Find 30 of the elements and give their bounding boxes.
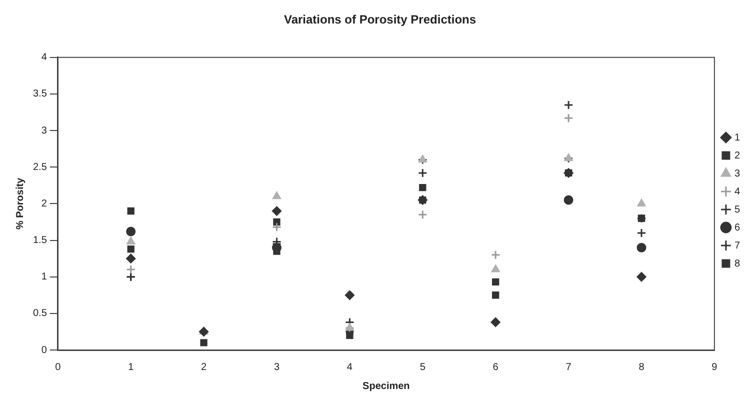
y-tick-label: 3 [41,125,48,136]
y-axis-title: % Porosity [14,177,26,230]
legend-label: 3 [734,168,740,180]
y-tick-label: 4 [41,52,48,64]
x-tick-label: 9 [712,362,718,373]
legend-label: 2 [734,150,740,162]
x-tick-label: 1 [128,362,134,373]
legend-label: 4 [734,186,740,198]
y-tick-label: 2 [41,198,48,210]
legend-label: 5 [734,204,740,216]
legend-label: 1 [734,132,740,144]
y-tick-label: 1.5 [32,235,48,246]
x-tick-label: 0 [55,362,62,373]
x-tick-label: 3 [274,362,280,373]
y-tick-label: 0 [41,344,48,356]
x-tick-label: 6 [492,362,499,373]
legend-label: 6 [734,222,740,234]
legend-label: 7 [734,240,740,252]
x-tick-label: 5 [420,362,426,373]
x-tick-label: 7 [566,362,572,373]
y-tick-label: 0.5 [32,308,48,320]
x-tick-label: 2 [201,362,208,373]
x-axis-title: Specimen [362,380,410,392]
y-tick-label: 1 [41,272,48,283]
y-tick-label: 3.5 [32,88,48,100]
chart-title: Variations of Porosity Predictions [284,12,476,27]
y-tick-label: 2.5 [32,162,48,173]
x-tick-label: 8 [638,362,645,373]
x-tick-label: 4 [346,362,353,373]
legend-label: 8 [734,258,740,270]
